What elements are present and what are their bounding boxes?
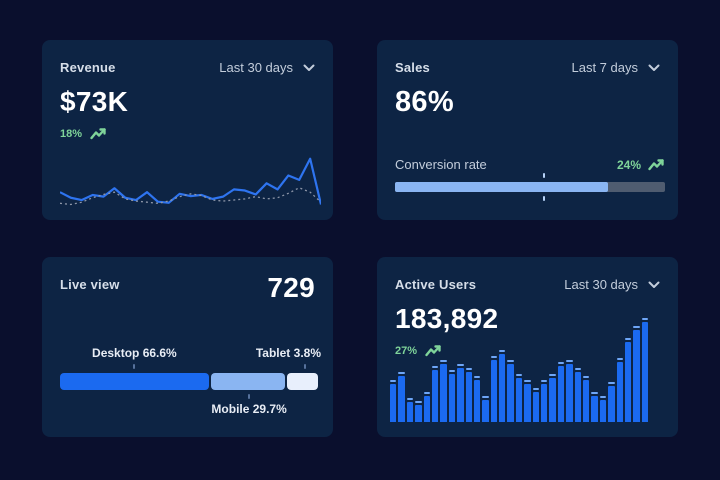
mobile-segment — [210, 373, 286, 390]
live-view-title: Live view — [60, 277, 120, 292]
active-users-card: Active Users Last 30 days 183,892 27% — [377, 257, 678, 437]
trend-up-icon — [90, 128, 106, 140]
bar — [415, 322, 422, 422]
revenue-trend-percent: 18% — [60, 127, 83, 140]
bar — [431, 322, 439, 422]
progress-fill — [395, 182, 609, 192]
revenue-card: Revenue Last 30 days $73K 18% — [42, 40, 333, 220]
bar — [557, 322, 565, 422]
dashboard-grid: Revenue Last 30 days $73K 18% Sales Last… — [42, 40, 678, 437]
live-view-card: Live view 729 Desktop 66.6% Tablet 3.8% … — [42, 257, 333, 437]
conversion-trend: 24% — [617, 158, 665, 172]
revenue-line-chart — [60, 148, 321, 212]
revenue-range-dropdown[interactable]: Last 30 days — [219, 60, 315, 75]
bar — [566, 322, 573, 422]
bar — [473, 322, 481, 422]
revenue-range-label: Last 30 days — [219, 60, 293, 75]
bar — [524, 322, 531, 422]
bar — [541, 322, 548, 422]
bar — [499, 322, 506, 422]
live-view-value: 729 — [267, 272, 315, 303]
chevron-down-icon — [303, 64, 315, 71]
bar — [549, 322, 556, 422]
active-users-bar-chart — [390, 318, 649, 422]
marker-tick-top — [542, 173, 545, 178]
bar — [599, 322, 607, 422]
bar — [591, 322, 598, 422]
bar — [448, 322, 456, 422]
bar — [532, 322, 540, 422]
sales-title: Sales — [395, 60, 430, 75]
revenue-title: Revenue — [60, 60, 116, 75]
bar — [465, 322, 472, 422]
bar — [390, 322, 397, 422]
trend-up-icon — [425, 345, 441, 357]
bar — [633, 322, 640, 422]
bar — [641, 318, 649, 422]
sales-card: Sales Last 7 days 86% Conversion rate 24… — [377, 40, 678, 220]
device-stacked-bar — [60, 373, 321, 390]
tablet-label: Tablet 3.8% — [255, 346, 321, 360]
active-users-range-dropdown[interactable]: Last 30 days — [564, 277, 660, 292]
bar — [440, 322, 447, 422]
bar — [406, 322, 414, 422]
bar — [616, 322, 623, 422]
trend-up-icon — [648, 159, 664, 171]
conversion-progress-bar — [395, 173, 665, 201]
bar — [515, 322, 523, 422]
bar — [457, 322, 464, 422]
bar — [482, 322, 489, 422]
active-users-trend: 27% — [395, 344, 660, 357]
active-users-range-label: Last 30 days — [564, 277, 638, 292]
chevron-down-icon — [648, 281, 660, 288]
tablet-tick — [304, 364, 307, 369]
bar — [582, 322, 590, 422]
sales-range-dropdown[interactable]: Last 7 days — [572, 60, 661, 75]
conversion-rate-label: Conversion rate — [395, 157, 487, 172]
bar — [624, 322, 632, 422]
active-users-value: 183,892 — [395, 303, 499, 334]
mobile-label: Mobile 29.7% — [211, 402, 287, 416]
sales-range-label: Last 7 days — [571, 60, 639, 75]
desktop-label: Desktop 66.6% — [92, 346, 177, 360]
mobile-tick — [248, 394, 251, 399]
sales-value: 86% — [395, 86, 454, 118]
desktop-segment — [60, 373, 209, 390]
bar — [608, 322, 615, 422]
bar — [490, 322, 498, 422]
bar — [398, 322, 405, 422]
active-users-trend-percent: 27% — [395, 344, 418, 357]
marker-tick-bottom — [542, 196, 545, 201]
conversion-block: Conversion rate 24% — [395, 157, 665, 201]
bar — [507, 322, 514, 422]
bar — [423, 322, 430, 422]
revenue-trend: 18% — [60, 127, 315, 140]
active-users-title: Active Users — [395, 277, 477, 292]
tablet-segment — [287, 373, 319, 390]
desktop-tick — [133, 364, 136, 369]
device-breakdown-chart: Desktop 66.6% Tablet 3.8% Mobile 29.7% — [60, 346, 321, 417]
revenue-value: $73K — [60, 86, 129, 117]
conversion-trend-percent: 24% — [616, 157, 641, 172]
chevron-down-icon — [648, 64, 660, 71]
bar — [574, 322, 581, 422]
